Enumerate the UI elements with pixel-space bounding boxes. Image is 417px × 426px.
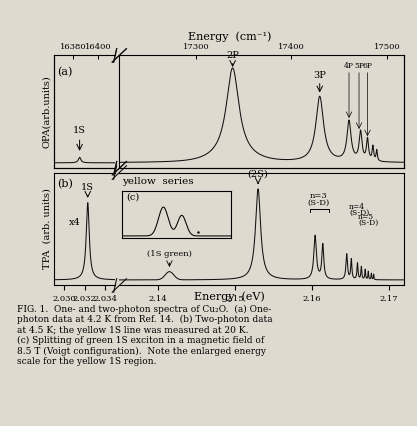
Text: (S-D): (S-D) [358, 219, 379, 227]
Text: (b): (b) [57, 179, 73, 189]
Text: (2S): (2S) [248, 170, 269, 179]
Text: (S-D): (S-D) [308, 199, 330, 207]
Text: (S-D): (S-D) [349, 208, 369, 216]
Text: FIG. 1.  One- and two-photon spectra of Cu₂O.  (a) One-
photon data at 4.2 K fro: FIG. 1. One- and two-photon spectra of C… [17, 305, 272, 366]
Y-axis label: TPA  (arb. units): TPA (arb. units) [43, 189, 51, 269]
Text: 1S: 1S [73, 127, 86, 135]
Y-axis label: OPA(arb.units): OPA(arb.units) [43, 75, 51, 148]
Text: (a): (a) [57, 67, 73, 78]
Text: 1S: 1S [81, 183, 94, 192]
Text: 6P: 6P [362, 62, 372, 70]
Text: yellow  series: yellow series [122, 177, 194, 186]
Text: x4: x4 [69, 219, 80, 227]
Text: n=3: n=3 [310, 192, 328, 200]
Text: 3P: 3P [313, 71, 326, 80]
Text: n=5: n=5 [358, 213, 374, 221]
Text: (c): (c) [126, 192, 140, 201]
Text: (1S green): (1S green) [147, 250, 192, 258]
Text: 5P: 5P [354, 62, 364, 70]
Text: Energy  (eV): Energy (eV) [194, 292, 265, 302]
Text: Energy  (cm⁻¹): Energy (cm⁻¹) [188, 32, 271, 43]
Text: 2P: 2P [226, 51, 239, 60]
Text: 4P: 4P [344, 62, 354, 70]
Text: n=4: n=4 [349, 203, 365, 211]
